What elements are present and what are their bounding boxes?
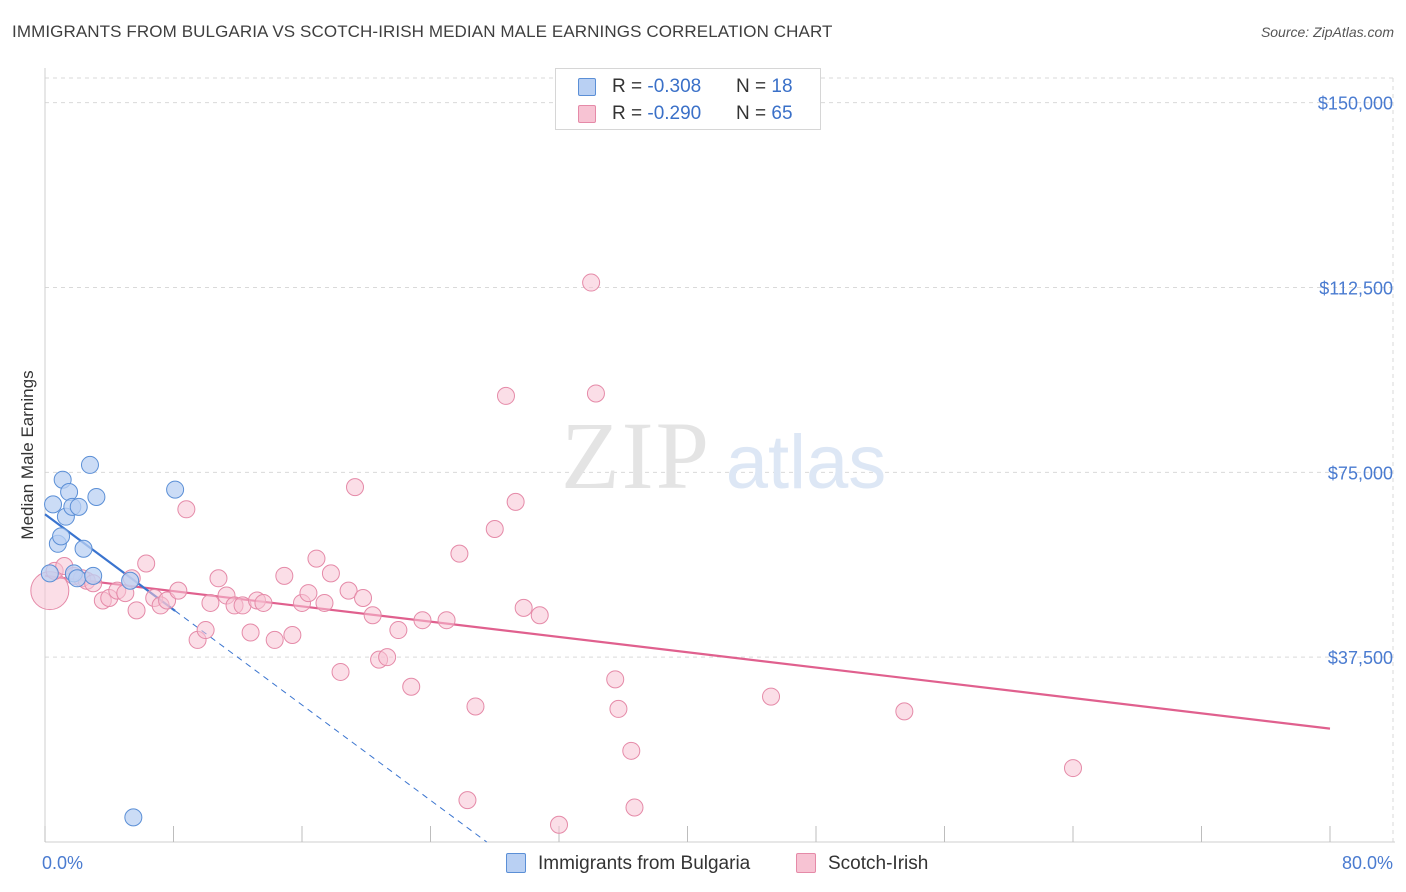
- legend-n-bulgaria: N = 18: [736, 76, 793, 97]
- scotch-irish-point: [1064, 759, 1082, 778]
- scotch-irish-point: [402, 677, 421, 696]
- source-label: Source: ZipAtlas.com: [1260, 24, 1394, 40]
- stats-legend: R = -0.308 N = 18 R = -0.290 N = 65: [555, 68, 821, 130]
- scotch-irish-point: [625, 798, 644, 817]
- x-tick-label-min: 0.0%: [42, 853, 83, 873]
- scotch-irish-point: [275, 566, 294, 585]
- scotch-irish-point: [241, 623, 260, 642]
- scotch-irish-point: [265, 630, 284, 649]
- scotch-irish-point: [466, 697, 485, 716]
- bulgaria-point: [60, 483, 79, 502]
- bulgaria-point: [74, 539, 93, 558]
- y-tick-label-1: $75,000: [1328, 463, 1393, 483]
- scotch-irish-point: [299, 584, 318, 603]
- scotch-irish-point: [363, 606, 382, 625]
- watermark-atlas: atlas: [726, 420, 887, 505]
- scotch-irish-point: [485, 520, 504, 539]
- scotch-irish-point: [606, 670, 625, 689]
- scotch-irish-point: [450, 544, 469, 563]
- legend-swatch-bulgaria: [578, 78, 596, 96]
- y-tick-labels: $37,500 $75,000 $112,500 $150,000: [1318, 94, 1393, 669]
- watermark: ZIP atlas: [561, 402, 886, 509]
- scotch-irish-point: [127, 601, 146, 620]
- scotch-irish-point: [622, 741, 641, 760]
- legend-swatch-scotch-irish: [578, 105, 596, 123]
- scotch-irish-point: [137, 554, 156, 573]
- bottom-swatch-bulgaria: [506, 853, 526, 873]
- bulgaria-point: [87, 487, 106, 506]
- scotch-irish-point: [209, 569, 228, 588]
- bulgaria-point: [44, 495, 63, 514]
- scotch-irish-point: [530, 606, 549, 625]
- bulgaria-point: [84, 566, 103, 585]
- scotch-irish-point: [307, 549, 326, 568]
- scotch-irish-point: [346, 478, 365, 497]
- scotch-irish-points: [30, 273, 1082, 834]
- grid-lines: [45, 77, 1395, 842]
- scotch-irish-point: [609, 699, 628, 718]
- y-tick-label-2: $112,500: [1319, 278, 1393, 298]
- bulgaria-point: [121, 571, 140, 590]
- x-tick-label-max: 80.0%: [1342, 853, 1393, 873]
- scotch-irish-point: [437, 611, 456, 630]
- scotch-irish-point: [586, 384, 605, 403]
- bulgaria-point: [166, 480, 185, 499]
- y-tick-label-0: $37,500: [1328, 648, 1393, 668]
- scotch-irish-point: [413, 611, 432, 630]
- scotch-irish-point: [354, 589, 373, 608]
- x-tick-labels: 0.0% 80.0%: [42, 853, 1393, 873]
- scotch-irish-point: [514, 598, 533, 617]
- scotch-irish-point: [895, 702, 914, 721]
- bulgaria-point: [80, 455, 99, 474]
- trend-lines: [44, 513, 1331, 843]
- bulgaria-point: [40, 564, 59, 583]
- scotch-irish-point: [458, 791, 477, 810]
- scotch-irish-point: [201, 593, 220, 612]
- scotch-irish-point: [283, 625, 302, 644]
- bulgaria-point: [68, 569, 87, 588]
- scotch-irish-point: [331, 662, 350, 681]
- legend-r-bulgaria: R = -0.308: [612, 76, 702, 97]
- scotch-irish-point: [506, 492, 525, 511]
- scotch-irish-point: [762, 687, 781, 706]
- scotch-irish-point: [496, 386, 515, 405]
- bulgaria-point: [124, 808, 143, 827]
- bottom-swatch-scotch-irish: [796, 853, 816, 873]
- watermark-zip: ZIP: [561, 402, 711, 509]
- scotch-irish-point: [315, 593, 334, 612]
- bottom-label-bulgaria: Immigrants from Bulgaria: [538, 853, 751, 874]
- scotch-irish-point: [177, 500, 196, 519]
- legend-r-scotch-irish: R = -0.290: [612, 103, 702, 124]
- scotch-irish-point: [321, 564, 340, 583]
- axes: [44, 68, 1395, 843]
- trend-line-bulgaria-extension: [174, 610, 488, 843]
- scotch-irish-point: [196, 621, 215, 640]
- scotch-irish-point: [550, 815, 568, 834]
- chart-title: IMMIGRANTS FROM BULGARIA VS SCOTCH-IRISH…: [12, 22, 833, 41]
- bulgaria-points: [40, 455, 185, 827]
- scotch-irish-point: [254, 593, 273, 612]
- scotch-irish-point: [339, 581, 358, 600]
- scotch-irish-point: [582, 273, 601, 292]
- scotch-irish-point: [169, 581, 188, 600]
- scotch-irish-point: [389, 621, 408, 640]
- legend-n-scotch-irish: N = 65: [736, 103, 793, 124]
- bulgaria-point: [52, 527, 71, 546]
- scotch-irish-point: [378, 648, 397, 667]
- bulgaria-point: [69, 497, 88, 516]
- y-axis-label: Median Male Earnings: [18, 370, 37, 539]
- y-tick-label-3: $150,000: [1318, 94, 1393, 114]
- bottom-label-scotch-irish: Scotch-Irish: [828, 853, 929, 874]
